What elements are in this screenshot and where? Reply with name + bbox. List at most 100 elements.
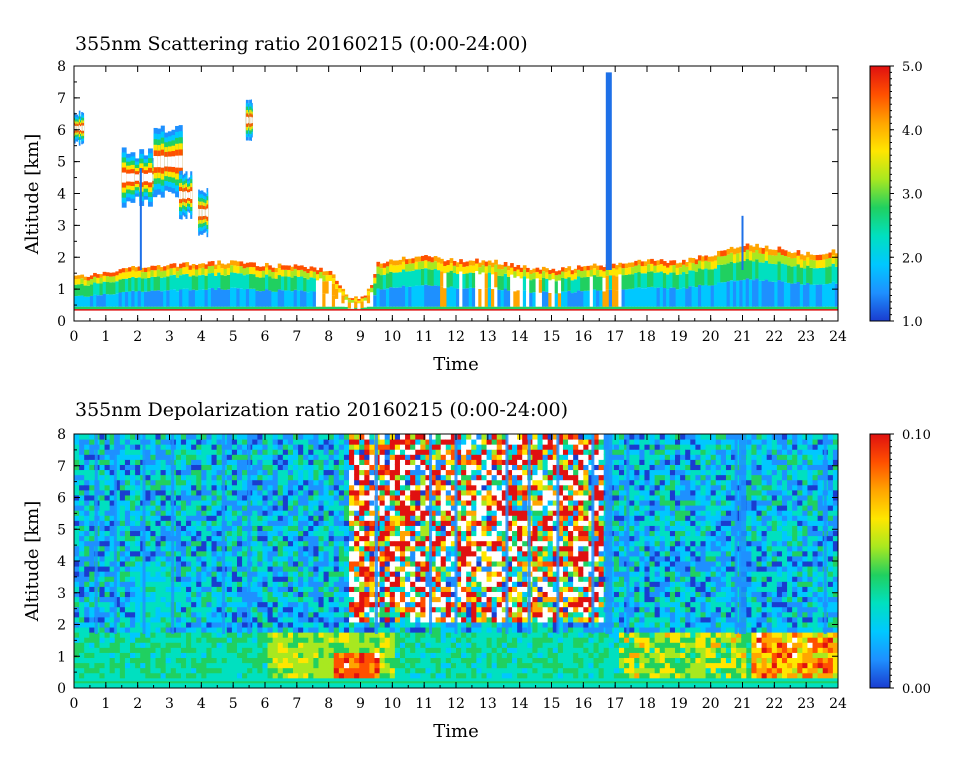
heatmap-cell — [396, 265, 400, 272]
heatmap-cell — [135, 668, 141, 674]
heatmap-cell — [293, 627, 299, 633]
heatmap-cell — [74, 586, 80, 592]
heatmap-cell — [762, 254, 766, 263]
heatmap-cell — [298, 464, 304, 470]
heatmap-cell — [357, 301, 361, 304]
heatmap-cell — [131, 291, 135, 307]
heatmap-cell — [364, 658, 370, 664]
heatmap-cell — [145, 617, 151, 623]
heatmap-cell — [196, 444, 202, 450]
heatmap-cell — [676, 289, 680, 306]
heatmap-cell — [140, 642, 146, 648]
heatmap-cell — [787, 266, 791, 283]
heatmap-cell — [196, 510, 202, 516]
heatmap-cell — [324, 637, 330, 643]
heatmap-cell — [268, 449, 274, 455]
heatmap-cell — [395, 607, 401, 613]
heatmap-cell — [257, 591, 263, 597]
heatmap-cell — [720, 251, 724, 257]
heatmap-cell — [125, 505, 131, 511]
heatmap-cell — [380, 510, 386, 516]
heatmap-cell — [369, 434, 375, 440]
heatmap-cell — [339, 597, 345, 603]
heatmap-cell — [196, 571, 202, 577]
heatmap-cell — [324, 515, 330, 521]
heatmap-cell — [647, 259, 651, 264]
heatmap-cell — [252, 536, 258, 542]
heatmap-cell — [201, 551, 207, 557]
heatmap-cell — [268, 551, 274, 557]
heatmap-cell — [313, 525, 319, 531]
heatmap-cell — [255, 277, 259, 291]
heatmap-cell — [344, 652, 350, 658]
heatmap-cell — [125, 602, 131, 608]
heatmap-cell — [237, 576, 243, 582]
heatmap-cell — [278, 602, 284, 608]
heatmap-cell — [313, 495, 319, 501]
heatmap-cell — [206, 673, 212, 679]
heatmap-cell — [242, 500, 248, 506]
heatmap-cell — [268, 510, 274, 516]
heatmap-cell — [150, 531, 156, 537]
heatmap-cell — [105, 500, 111, 506]
heatmap-cell — [252, 561, 258, 567]
heatmap-cell — [318, 566, 324, 572]
heatmap-cell — [324, 571, 330, 577]
heatmap-cell — [380, 637, 386, 643]
heatmap-cell — [252, 480, 258, 486]
heatmap-cell — [359, 464, 365, 470]
heatmap-cell — [106, 272, 110, 276]
heatmap-cell — [494, 287, 498, 306]
heatmap-cell — [257, 652, 263, 658]
heatmap-cell — [176, 500, 182, 506]
heatmap-cell — [105, 556, 111, 562]
heatmap-cell — [186, 576, 192, 582]
heatmap-cell — [191, 470, 197, 476]
heatmap-cell — [99, 546, 105, 552]
heatmap-cell — [262, 449, 268, 455]
heatmap-cell — [349, 622, 355, 628]
heatmap-cell — [316, 274, 320, 280]
x-tick-label: 12 — [447, 329, 465, 345]
heatmap-cell — [206, 454, 212, 460]
heatmap-cell — [232, 551, 238, 557]
heatmap-cell — [196, 632, 202, 638]
heatmap-cell — [242, 444, 248, 450]
heatmap-cell — [196, 464, 202, 470]
heatmap-cell — [171, 663, 177, 669]
heatmap-cell — [832, 264, 836, 282]
heatmap-cell — [364, 556, 370, 562]
heatmap-cell — [206, 459, 212, 465]
heatmap-cell — [318, 495, 324, 501]
heatmap-cell — [99, 505, 105, 511]
heatmap-cell — [195, 276, 199, 290]
heatmap-cell — [99, 622, 105, 628]
heatmap-cell — [150, 510, 156, 516]
heatmap-cell — [390, 505, 396, 511]
heatmap-cell — [232, 459, 238, 465]
heatmap-cell — [252, 449, 258, 455]
heatmap-cell — [380, 264, 384, 269]
heatmap-cell — [237, 531, 243, 537]
heatmap-cell — [405, 591, 411, 597]
heatmap-cell — [539, 270, 543, 274]
heatmap-cell — [774, 256, 778, 265]
heatmap-cell — [109, 282, 113, 294]
heatmap-cell — [354, 296, 358, 298]
heatmap-cell — [84, 531, 90, 537]
heatmap-cell — [308, 464, 314, 470]
heatmap-cell — [720, 282, 724, 306]
heatmap-cell — [596, 270, 600, 277]
heatmap-cell — [268, 520, 274, 526]
heatmap-cell — [395, 668, 401, 674]
heatmap-cell — [329, 449, 335, 455]
heatmap-cell — [329, 566, 335, 572]
heatmap-cell — [625, 263, 629, 268]
heatmap-cell — [828, 253, 832, 258]
heatmap-cell — [329, 485, 335, 491]
heatmap-cell — [196, 480, 202, 486]
heatmap-cell — [431, 257, 435, 262]
heatmap-cell — [349, 642, 355, 648]
heatmap-cell — [155, 637, 161, 643]
heatmap-cell — [308, 673, 314, 679]
